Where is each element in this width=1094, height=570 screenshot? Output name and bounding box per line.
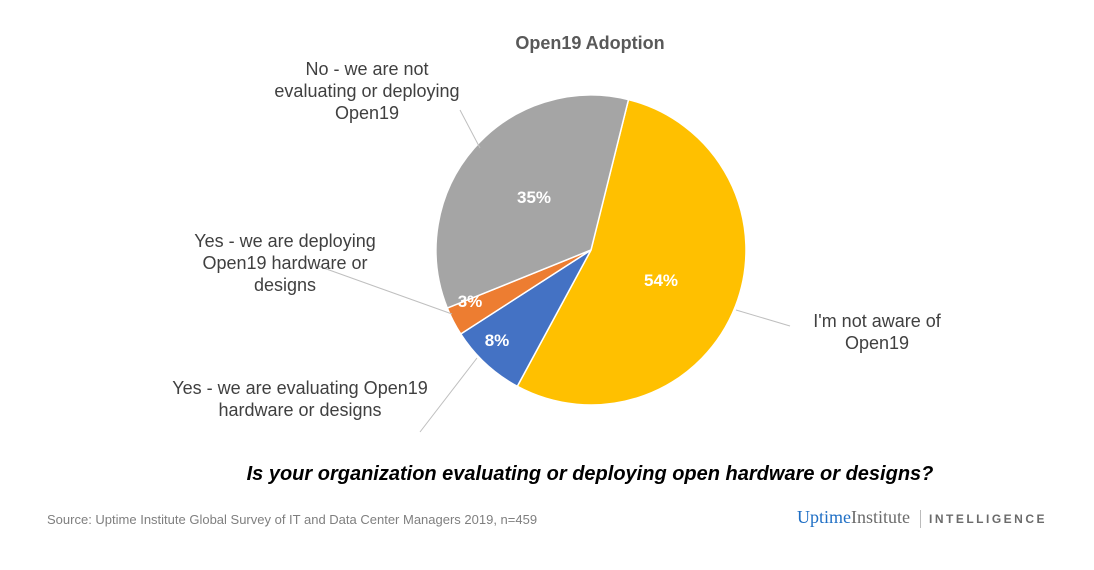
category-label-not-aware: I'm not aware of Open19 — [813, 311, 941, 353]
source-note: Source: Uptime Institute Global Survey o… — [47, 512, 538, 527]
logo-uptime: Uptime — [797, 507, 851, 527]
category-label-evaluating: Yes - we are evaluating Open19 hardware … — [172, 378, 428, 420]
leader-line-not-evaluating — [459, 109, 481, 149]
leader-line-evaluating — [419, 357, 478, 433]
pie-slice-not-evaluating — [435, 94, 630, 310]
logo-institute: Institute — [851, 507, 910, 527]
leader-line-deploying — [317, 265, 453, 315]
category-label-not-evaluating: No - we are not evaluating or deploying … — [274, 59, 460, 123]
data-label-deploying: 3% — [457, 292, 483, 311]
survey-question: Is your organization evaluating or deplo… — [246, 463, 934, 485]
data-label-not-evaluating: 35% — [516, 188, 552, 207]
pie-slice-not-aware — [516, 98, 747, 406]
chart-title: Open19 Adoption — [515, 33, 665, 53]
uptime-institute-logo: UptimeInstitute INTELLIGENCE — [797, 507, 1047, 528]
logo-intelligence: INTELLIGENCE — [929, 512, 1048, 526]
data-label-evaluating: 8% — [484, 331, 510, 350]
category-label-deploying: Yes - we are deploying Open19 hardware o… — [194, 231, 376, 295]
data-label-not-aware: 54% — [643, 271, 679, 290]
logo-divider — [920, 509, 921, 528]
leader-line-not-aware — [735, 309, 791, 327]
